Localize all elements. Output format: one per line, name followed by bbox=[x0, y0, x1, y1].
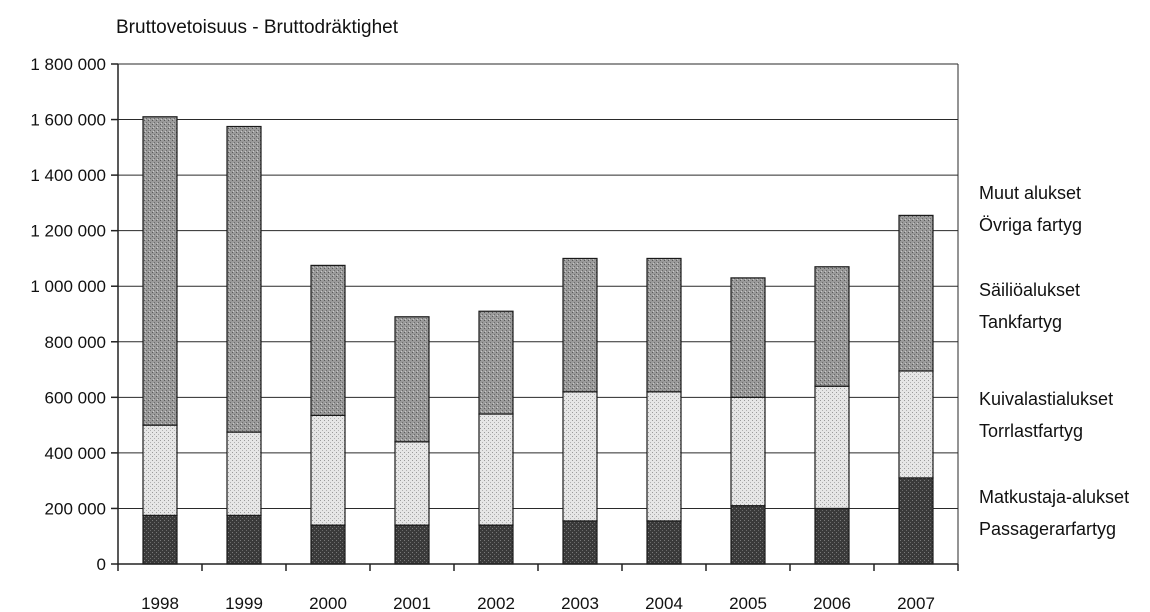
bar-segment bbox=[310, 414, 346, 526]
legend-label: Tankfartyg bbox=[979, 312, 1062, 332]
bar-segment bbox=[394, 316, 430, 443]
bar-segment bbox=[142, 424, 178, 516]
bar-segment bbox=[310, 524, 346, 565]
x-tick-label: 2001 bbox=[393, 594, 431, 612]
legend-label: Säiliöalukset bbox=[979, 280, 1080, 300]
x-axis-tick-labels: 1998 1999 2000 2001 2002 2003 2004 2005 2006 2007 bbox=[117, 564, 959, 612]
y-tick-label: 1 800 000 bbox=[30, 55, 106, 74]
bar-segment bbox=[394, 524, 430, 565]
bar-segment bbox=[226, 431, 262, 516]
bar-segment bbox=[226, 125, 262, 433]
y-tick-label: 1 400 000 bbox=[30, 166, 106, 185]
bar-segment bbox=[142, 116, 178, 426]
y-tick-label: 200 000 bbox=[45, 499, 106, 518]
bar-segment bbox=[562, 391, 598, 522]
bar-segment bbox=[394, 441, 430, 526]
chart-title: Bruttovetoisuus - Bruttodräktighet bbox=[116, 17, 399, 38]
x-tick-label: 2000 bbox=[309, 594, 347, 612]
x-tick-label: 2006 bbox=[813, 594, 851, 612]
bar-segment bbox=[226, 514, 262, 565]
bar-segment bbox=[730, 505, 766, 565]
y-tick-label: 1 000 000 bbox=[30, 277, 106, 296]
legend: Matkustaja-alukset Passagerarfartyg Kuival… bbox=[979, 183, 1129, 539]
legend-label: Kuivalastialukset bbox=[979, 389, 1113, 409]
bar-segment bbox=[814, 266, 850, 387]
bar-segment bbox=[478, 524, 514, 565]
bar-segment bbox=[142, 514, 178, 565]
bar-segment bbox=[730, 277, 766, 398]
bar-segment bbox=[478, 413, 514, 526]
y-tick-label: 800 000 bbox=[45, 333, 106, 352]
x-tick-label: 2004 bbox=[645, 594, 683, 612]
bar-segment bbox=[814, 385, 850, 510]
x-tick-label: 2007 bbox=[897, 594, 935, 612]
legend-label: Övriga fartyg bbox=[979, 215, 1082, 235]
bars bbox=[142, 116, 934, 565]
x-tick-label: 2002 bbox=[477, 594, 515, 612]
y-tick-label: 1 600 000 bbox=[30, 111, 106, 130]
y-tick-label: 0 bbox=[97, 555, 106, 574]
bar-segment bbox=[898, 477, 934, 565]
y-axis-tick-labels: 0 200 000 400 000 600 000 800 000 1 000 000 1 … bbox=[30, 55, 106, 574]
bar-segment bbox=[646, 391, 682, 522]
bar-segment bbox=[478, 310, 514, 415]
bar-segment bbox=[898, 370, 934, 479]
legend-label: Torrlastfartyg bbox=[979, 421, 1083, 441]
legend-label: Muut alukset bbox=[979, 183, 1081, 203]
legend-label: Matkustaja-alukset bbox=[979, 487, 1129, 507]
bar-segment bbox=[310, 264, 346, 416]
x-tick-label: 2005 bbox=[729, 594, 767, 612]
y-tick-label: 1 200 000 bbox=[30, 222, 106, 241]
bar-segment bbox=[562, 257, 598, 393]
y-tick-label: 600 000 bbox=[45, 388, 106, 407]
bar-segment bbox=[898, 214, 934, 372]
bar-segment bbox=[646, 257, 682, 393]
x-tick-label: 1998 bbox=[141, 594, 179, 612]
bar-segment bbox=[562, 520, 598, 565]
bar-segment bbox=[730, 396, 766, 507]
bar-segment bbox=[814, 507, 850, 565]
x-tick-label: 1999 bbox=[225, 594, 263, 612]
bar-segment bbox=[646, 520, 682, 565]
legend-label: Passagerarfartyg bbox=[979, 519, 1116, 539]
y-tick-label: 400 000 bbox=[45, 444, 106, 463]
x-tick-label: 2003 bbox=[561, 594, 599, 612]
